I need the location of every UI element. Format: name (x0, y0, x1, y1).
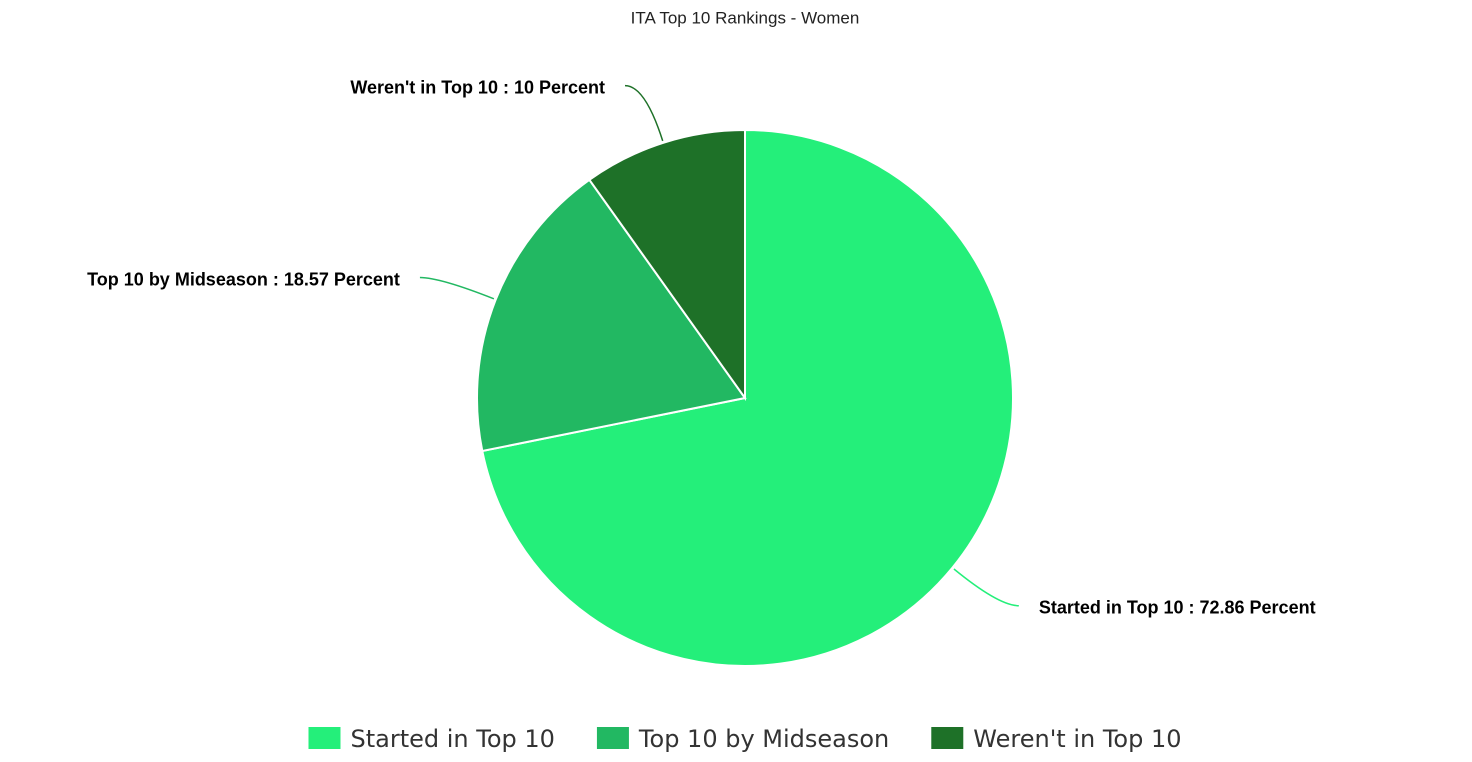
leader-line (419, 276, 495, 300)
legend-swatch (596, 727, 629, 749)
data-label: Weren't in Top 10 : 10 Percent (350, 77, 605, 97)
pie-slice (588, 128, 746, 402)
legend-swatch (308, 727, 341, 749)
pie-slice (481, 128, 1014, 667)
pie-slice (476, 178, 747, 453)
legend-label: Top 10 by Midseason (638, 725, 889, 753)
legend-swatch (931, 727, 964, 749)
leader-line (953, 568, 1019, 607)
data-label: Started in Top 10 : 72.86 Percent (1039, 597, 1316, 617)
legend-label: Started in Top 10 (350, 725, 554, 753)
legend-label: Weren't in Top 10 (973, 725, 1181, 753)
data-label: Top 10 by Midseason : 18.57 Percent (87, 269, 400, 289)
chart-title: ITA Top 10 Rankings - Women (631, 8, 860, 27)
leader-line (624, 84, 664, 142)
